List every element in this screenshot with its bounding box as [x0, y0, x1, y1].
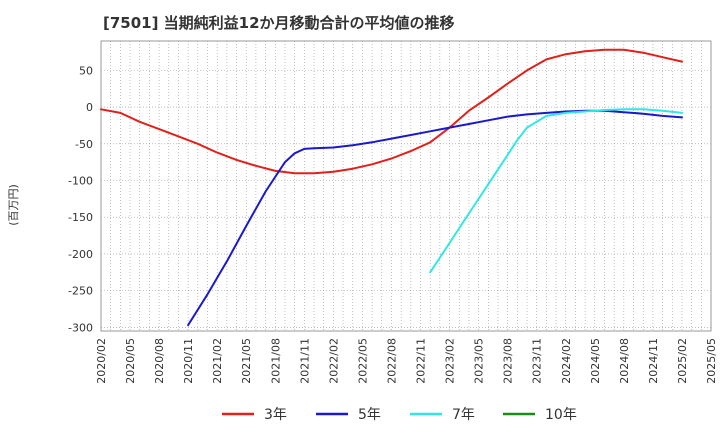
legend-label: 10年	[545, 407, 577, 423]
series-line-5年	[187, 109, 683, 327]
x-tick-label: 2020/08	[153, 338, 166, 384]
series-line-3年	[100, 48, 683, 175]
x-tick-label: 2020/11	[182, 338, 195, 384]
legend: 3年 5年 7年 10年	[222, 407, 577, 423]
x-tick-label: 2023/05	[473, 338, 486, 384]
series-group	[100, 48, 683, 327]
x-tick-label: 2023/08	[502, 338, 515, 384]
x-tick-label: 2024/05	[589, 338, 602, 384]
y-tick-label: -250	[68, 285, 93, 298]
series-line-7年	[429, 108, 683, 274]
y-tick-label: -300	[68, 321, 93, 334]
x-tick-label: 2020/02	[95, 338, 108, 384]
x-tick-label: 2023/11	[531, 338, 544, 384]
y-tick-label: -50	[75, 138, 93, 151]
y-tick-label: -150	[68, 211, 93, 224]
x-tick-label: 2024/11	[647, 338, 660, 384]
plot-area-border	[100, 40, 712, 332]
x-tick-label: 2021/11	[298, 338, 311, 384]
y-tick-label: 50	[79, 64, 93, 77]
chart-title: [7501] 当期純利益12か月移動合計の平均値の推移	[103, 14, 455, 32]
x-tick-label: 2024/02	[560, 338, 573, 384]
legend-label: 7年	[452, 407, 475, 423]
legend-label: 3年	[264, 407, 287, 423]
legend-label: 5年	[358, 407, 381, 423]
x-tick-label: 2022/11	[415, 338, 428, 384]
y-tick-label: -200	[68, 248, 93, 261]
x-tick-labels: 2020/02 2020/05 2020/08 2020/11 2021/02 2021/…	[95, 338, 718, 384]
x-tick-label: 2021/02	[211, 338, 224, 384]
x-tick-label: 2025/05	[705, 338, 718, 384]
x-tick-label: 2021/05	[240, 338, 253, 384]
y-tick-label: -100	[68, 174, 93, 187]
x-tick-label: 2020/05	[124, 338, 137, 384]
grid	[100, 41, 712, 331]
x-tick-label: 2022/08	[385, 338, 398, 384]
x-tick-label: 2024/08	[618, 338, 631, 384]
x-tick-label: 2022/02	[327, 338, 340, 384]
x-tick-label: 2021/08	[269, 338, 282, 384]
x-tick-label: 2025/02	[676, 338, 689, 384]
y-axis-label: (百万円)	[7, 184, 20, 226]
x-tick-label: 2023/02	[444, 338, 457, 384]
y-tick-label: 0	[86, 101, 93, 114]
y-tick-labels: 50 0 -50 -100 -150 -200 -250 -300	[68, 64, 93, 334]
x-tick-label: 2022/05	[356, 338, 369, 384]
